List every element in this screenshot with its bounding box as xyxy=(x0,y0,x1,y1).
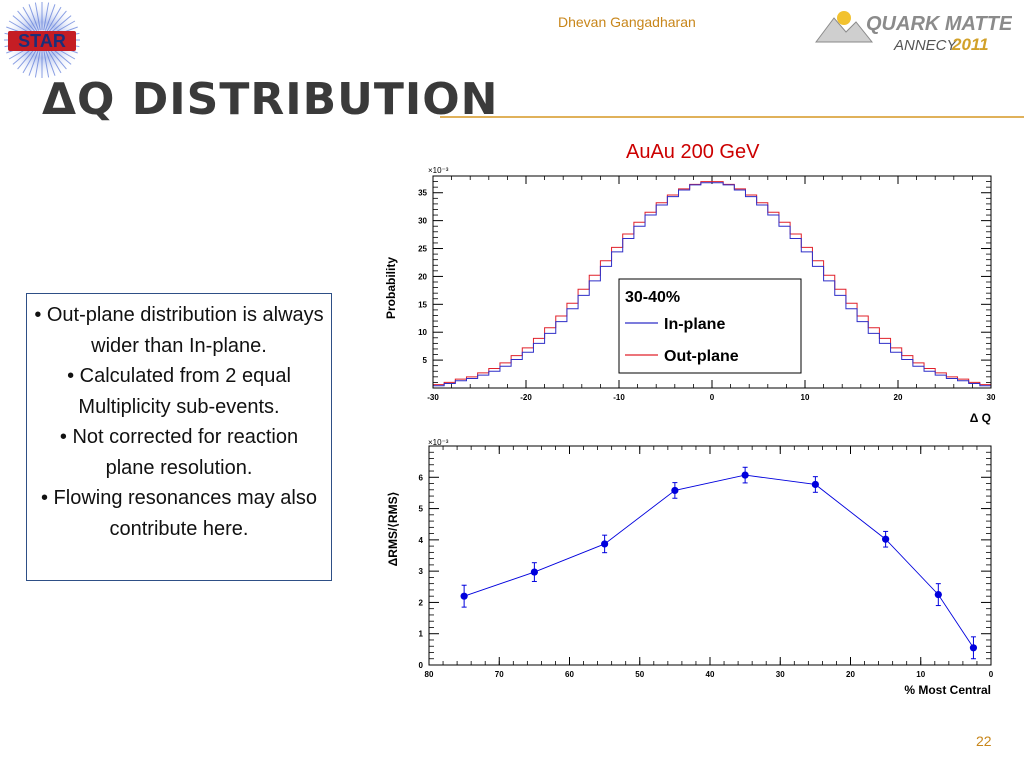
top-plot-frame xyxy=(432,175,992,389)
top-y-axis-label: Probability xyxy=(384,257,398,319)
out-plane-histogram xyxy=(432,181,992,388)
top-x-tick-label: 0 xyxy=(710,393,715,402)
bullet-2: • Calculated from 2 equal Multiplicity s… xyxy=(67,365,291,418)
bottom-x-tick-label: 70 xyxy=(495,670,504,679)
rms-series-line xyxy=(463,474,974,649)
bullet-1: • Out-plane distribution is always wider… xyxy=(34,304,324,357)
data-point xyxy=(969,644,978,652)
page-number: 22 xyxy=(976,733,992,749)
quark-matter-title: QUARK MATTER xyxy=(866,13,1012,35)
bottom-x-tick-label: 50 xyxy=(635,670,644,679)
top-y-tick-label: 30 xyxy=(418,217,427,226)
top-x-tick-label: 10 xyxy=(801,393,810,402)
bottom-y-tick-label: 6 xyxy=(419,473,424,482)
top-y-tick-label: 10 xyxy=(418,328,427,337)
bottom-y-tick-label: 5 xyxy=(419,505,424,514)
quark-matter-logo: QUARK MATTER ANNECY 2011 xyxy=(815,11,1012,54)
bottom-y-tick-label: 0 xyxy=(419,661,424,670)
bottom-x-axis-label: % Most Central xyxy=(904,683,991,697)
top-x-tick-label: 20 xyxy=(894,393,903,402)
rms-centrality-plot: ΔRMS/⟨RMS⟩ ×10⁻³ % Most Central 80 70 60 50… xyxy=(386,438,994,697)
bottom-y-tick-label: 2 xyxy=(419,598,424,607)
star-logo-text: STAR xyxy=(18,31,66,51)
data-point xyxy=(934,591,942,599)
data-point xyxy=(671,486,679,495)
bullet-box: • Out-plane distribution is always wider… xyxy=(26,293,332,581)
legend-title: 30-40% xyxy=(625,289,680,306)
top-y-exponent: ×10⁻³ xyxy=(428,166,449,175)
top-x-tick-label: 30 xyxy=(987,393,996,402)
bottom-x-tick-label: 40 xyxy=(706,670,715,679)
bottom-plot-frame xyxy=(428,445,992,666)
data-point xyxy=(811,480,819,489)
data-point xyxy=(460,592,468,600)
author-name: Dhevan Gangadharan xyxy=(558,14,696,30)
legend-label-out-plane: Out-plane xyxy=(664,348,739,365)
bullet-3: • Not corrected for reaction plane resol… xyxy=(59,426,299,479)
bottom-x-tick-label: 20 xyxy=(846,670,855,679)
top-y-tick-label: 5 xyxy=(423,356,428,365)
bottom-x-tick-label: 10 xyxy=(916,670,925,679)
top-y-tick-label: 35 xyxy=(418,189,427,198)
data-point xyxy=(601,540,609,548)
bottom-x-tick-label: 30 xyxy=(776,670,785,679)
top-y-tick-label: 20 xyxy=(418,272,427,281)
in-plane-histogram xyxy=(432,182,992,388)
top-legend: 30-40% In-plane Out-plane xyxy=(618,278,802,374)
top-x-tick-label: -30 xyxy=(427,393,439,402)
bottom-y-tick-label: 4 xyxy=(419,536,424,545)
bottom-x-tick-label: 60 xyxy=(565,670,574,679)
top-x-tick-label: -10 xyxy=(613,393,625,402)
bottom-y-tick-label: 3 xyxy=(419,567,424,576)
quark-matter-place: ANNECY xyxy=(893,37,958,54)
delta-q-histogram: Probability ×10⁻³ Δ Q -30 -20 -10 0 10 20 30 5 1… xyxy=(384,166,996,425)
bottom-y-tick-label: 1 xyxy=(419,630,424,639)
data-point xyxy=(882,535,890,543)
bullet-4: • Flowing resonances may also contribute… xyxy=(40,487,317,540)
quark-matter-year: 2011 xyxy=(951,35,989,54)
title-underline xyxy=(440,116,1024,118)
star-logo: STAR xyxy=(2,0,82,80)
data-point xyxy=(530,568,538,576)
data-point xyxy=(741,471,749,479)
top-y-tick-label: 15 xyxy=(418,300,427,309)
bottom-x-tick-label: 0 xyxy=(989,670,994,679)
legend-label-in-plane: In-plane xyxy=(664,316,725,333)
bottom-y-exponent: ×10⁻³ xyxy=(428,438,449,447)
slide-title: ΔQ DISTRIBUTION xyxy=(42,74,499,125)
bottom-x-tick-label: 80 xyxy=(425,670,434,679)
legend-box xyxy=(618,278,802,374)
top-y-tick-label: 25 xyxy=(418,245,427,254)
top-x-axis-label: Δ Q xyxy=(970,411,991,425)
top-x-tick-label: -20 xyxy=(520,393,532,402)
bottom-y-axis-label: ΔRMS/⟨RMS⟩ xyxy=(386,492,400,567)
plot-subtitle: AuAu 200 GeV xyxy=(626,141,760,163)
